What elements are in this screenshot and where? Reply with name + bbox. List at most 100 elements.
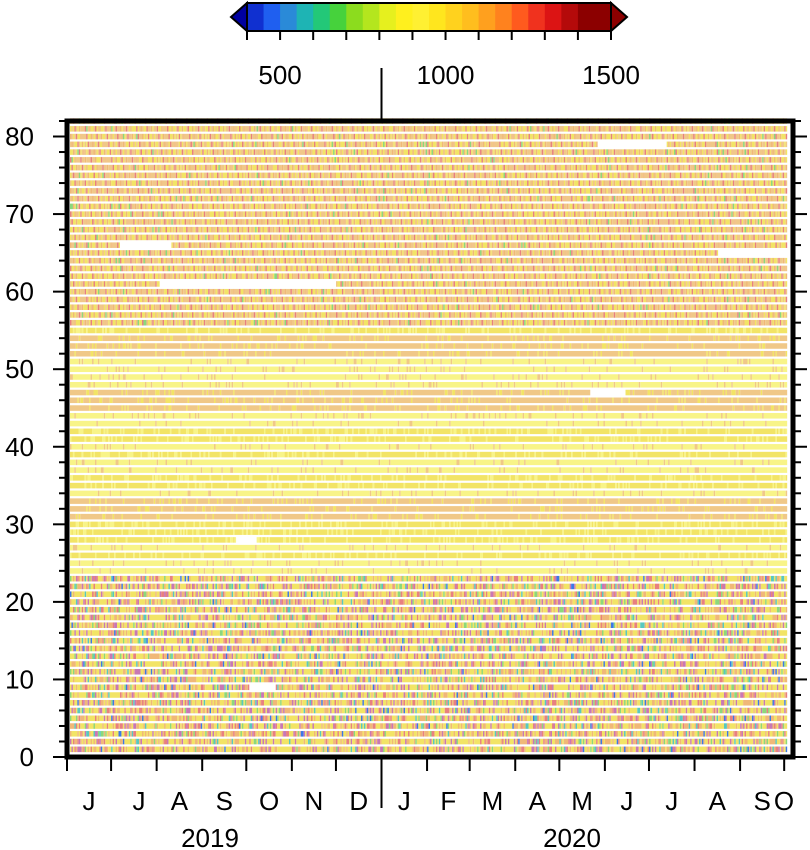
heatmap-cell <box>125 653 128 660</box>
heatmap-cell <box>681 661 683 667</box>
heatmap-cell <box>212 645 215 652</box>
heatmap-cell <box>468 723 470 729</box>
heatmap-cell <box>740 738 742 745</box>
heatmap-cell <box>625 707 629 714</box>
heatmap-cell <box>272 707 275 714</box>
heatmap-cell <box>528 676 532 683</box>
heatmap-cell <box>103 731 106 737</box>
heatmap-cell <box>78 668 81 675</box>
heatmap-cell <box>610 746 614 753</box>
heatmap-cell <box>500 645 504 652</box>
heatmap-cell <box>621 700 623 706</box>
heatmap-cell <box>396 668 398 675</box>
heatmap-cell <box>587 700 592 706</box>
heatmap-cell <box>118 661 120 667</box>
heatmap-cell <box>484 676 486 683</box>
heatmap-cell <box>593 661 595 667</box>
heatmap-cell <box>142 700 144 706</box>
heatmap-cell <box>560 738 563 745</box>
heatmap-cell <box>628 692 630 698</box>
heatmap-cell <box>184 746 188 753</box>
heatmap-cell <box>127 746 135 753</box>
heatmap-cell <box>578 731 580 737</box>
heatmap-cell <box>106 700 109 706</box>
heatmap-cell <box>522 653 525 660</box>
heatmap-cell <box>181 715 184 722</box>
heatmap-cell <box>344 653 347 660</box>
colorbar-segment <box>544 3 562 31</box>
heatmap-cell <box>697 715 699 722</box>
heatmap-cell <box>449 684 451 691</box>
heatmap-cell <box>358 715 361 722</box>
heatmap-cell <box>457 731 460 737</box>
heatmap-cell <box>196 700 201 706</box>
heatmap-cell <box>363 668 366 675</box>
heatmap-cell <box>441 731 444 737</box>
heatmap-cell <box>616 645 620 652</box>
heatmap-cell <box>203 684 206 691</box>
heatmap-cell <box>196 692 198 698</box>
heatmap-cell <box>606 692 610 698</box>
heatmap-cell <box>779 661 782 667</box>
heatmap-cell <box>452 707 454 714</box>
heatmap-cell <box>343 645 347 652</box>
heatmap-cell <box>211 692 213 698</box>
heatmap-cell <box>628 676 630 683</box>
heatmap-cell <box>759 731 761 737</box>
heatmap-cell <box>615 723 619 729</box>
heatmap-cell <box>422 700 425 706</box>
heatmap-cell <box>565 731 567 737</box>
heatmap-cell <box>236 715 238 722</box>
heatmap-cell <box>649 692 651 698</box>
heatmap-cell <box>562 661 564 667</box>
heatmap-cell <box>356 738 360 745</box>
heatmap-cell <box>390 700 392 706</box>
heatmap-cell <box>618 723 620 729</box>
heatmap-cell <box>415 700 417 706</box>
heatmap-cell <box>631 731 633 737</box>
heatmap-cell <box>782 684 785 691</box>
heatmap-cell <box>760 653 764 660</box>
heatmap-cell <box>496 684 498 691</box>
heatmap-cell <box>634 684 639 691</box>
heatmap-cell <box>77 668 79 675</box>
heatmap-cell <box>719 645 723 652</box>
heatmap-cell <box>571 746 575 753</box>
heatmap-cell <box>227 645 229 652</box>
heatmap-cell <box>297 715 300 722</box>
heatmap-cell <box>778 746 780 753</box>
heatmap-cell <box>406 723 409 729</box>
colorbar-segment <box>478 3 496 31</box>
heatmap-cell <box>772 731 776 737</box>
heatmap-cell <box>311 707 313 714</box>
heatmap-cell <box>311 684 313 691</box>
heatmap-cell <box>385 723 389 729</box>
heatmap-cell <box>271 715 273 722</box>
heatmap-cell <box>500 738 503 745</box>
heatmap-cell <box>424 661 426 667</box>
heatmap-cell <box>409 668 411 675</box>
heatmap-cell <box>258 637 262 644</box>
heatmap-cell <box>438 738 441 745</box>
heatmap-cell <box>768 738 770 745</box>
heatmap-cell <box>396 661 398 667</box>
heatmap-cell <box>219 676 222 683</box>
heatmap-cell <box>425 653 428 660</box>
heatmap-cell <box>534 668 539 675</box>
heatmap-cell <box>177 668 179 675</box>
heatmap-cell <box>697 738 699 745</box>
heatmap-cell <box>256 637 259 644</box>
heatmap-cell <box>485 723 491 729</box>
heatmap-cell <box>102 746 104 753</box>
heatmap-cell <box>637 645 641 652</box>
heatmap-cell <box>468 661 472 667</box>
heatmap-cell <box>347 676 354 683</box>
heatmap-cell <box>694 738 698 745</box>
heatmap-cell <box>566 746 569 753</box>
heatmap-cell <box>296 661 298 667</box>
heatmap-cell <box>224 661 228 667</box>
heatmap-cell <box>112 645 115 652</box>
heatmap-cell <box>678 715 680 722</box>
heatmap-cell <box>393 676 398 683</box>
heatmap-cell <box>644 661 650 667</box>
